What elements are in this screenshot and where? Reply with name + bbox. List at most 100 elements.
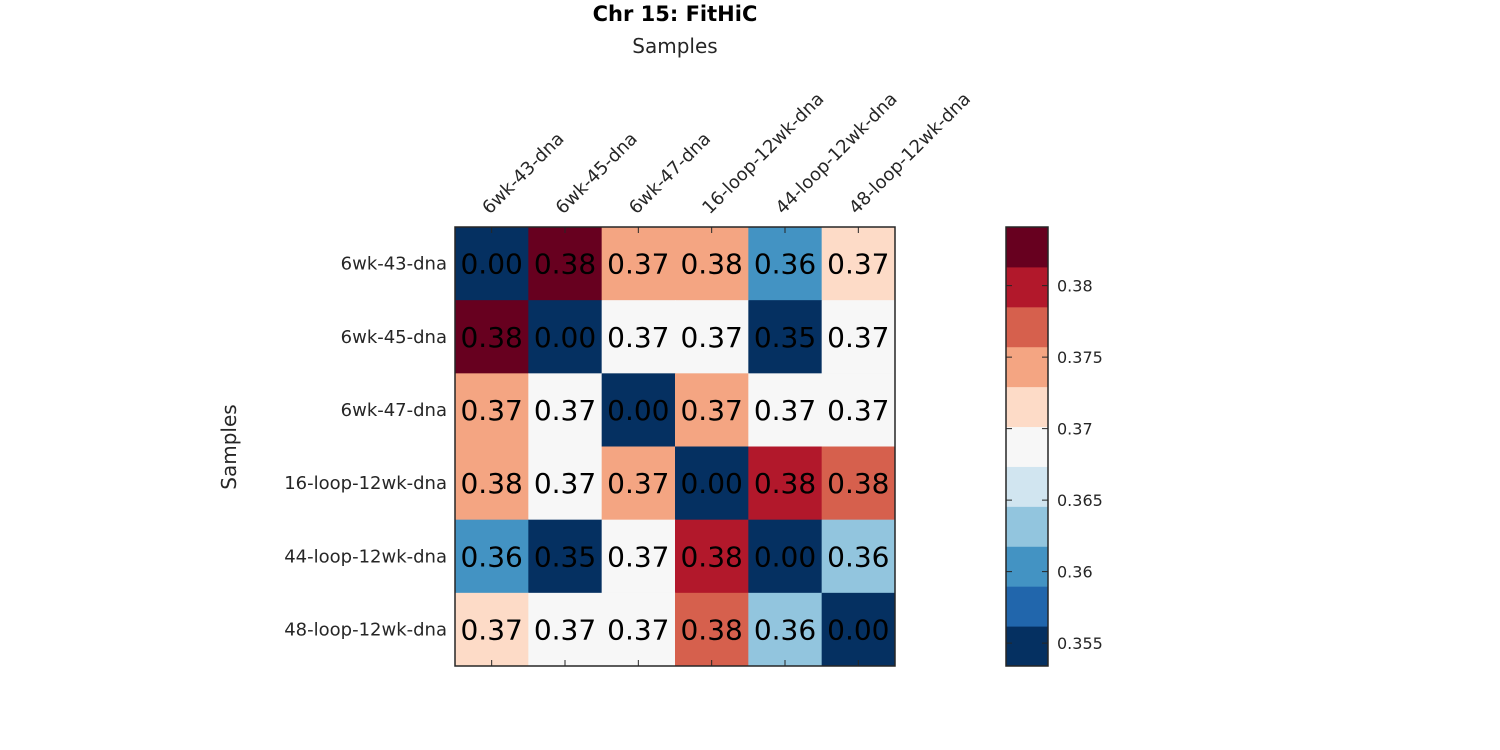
colorbar-segment xyxy=(1006,386,1048,428)
y-tick-label: 6wk-45-dna xyxy=(341,327,447,348)
plot-frame xyxy=(454,226,896,667)
cell-value-label: 0.37 xyxy=(534,613,596,646)
colorbar-segment xyxy=(1006,426,1048,467)
colorbar-segment xyxy=(1006,546,1048,587)
cell-value-label: 0.37 xyxy=(827,248,889,281)
heatmap-cell xyxy=(528,592,603,667)
heatmap-cell-labels: 0.00 0.38 0.37 0.38 0.36 0.37 0.38 0.00 0.37 0.37… xyxy=(460,248,889,647)
x-tick-label: 44-loop-12wk-dna xyxy=(772,89,902,219)
cell-value-label: 0.37 xyxy=(607,248,669,281)
heatmap-cell xyxy=(748,373,823,447)
cell-value-label: 0.00 xyxy=(460,248,522,281)
heatmap-cell xyxy=(601,592,676,667)
colorbar-segment xyxy=(1006,466,1048,507)
heatmap-cell xyxy=(748,446,823,521)
cell-value-label: 0.38 xyxy=(460,321,522,354)
heatmap-cell xyxy=(821,373,896,447)
cell-value-label: 0.38 xyxy=(534,248,596,281)
cell-value-label: 0.38 xyxy=(827,467,889,500)
cell-value-label: 0.00 xyxy=(534,321,596,354)
heatmap-cell xyxy=(528,446,603,521)
cell-value-label: 0.38 xyxy=(680,540,742,573)
cell-value-label: 0.35 xyxy=(534,540,596,573)
colorbar: 0.355 0.36 0.365 0.37 0.375 0.38 xyxy=(1005,226,1103,667)
heatmap-cell xyxy=(821,519,896,594)
heatmap-cell xyxy=(601,373,676,447)
heatmap-cell xyxy=(601,300,676,374)
heatmap-cell xyxy=(528,519,603,594)
colorbar-tick-label: 0.355 xyxy=(1057,634,1103,653)
heatmap-cell xyxy=(675,300,749,374)
colorbar-segment xyxy=(1006,506,1048,547)
heatmap-cell xyxy=(455,300,529,374)
cell-value-label: 0.37 xyxy=(607,467,669,500)
heatmap-cell xyxy=(455,373,529,447)
cell-value-label: 0.37 xyxy=(680,394,742,427)
heatmap-cell xyxy=(748,519,823,594)
heatmap-cell xyxy=(748,300,823,374)
x-tick-labels: 6wk-43-dna6wk-45-dna6wk-47-dna16-loop-12… xyxy=(478,89,975,219)
cell-value-label: 0.37 xyxy=(607,540,669,573)
colorbar-tick-label: 0.36 xyxy=(1057,563,1093,582)
colorbar-tick-label: 0.375 xyxy=(1057,348,1103,367)
heatmap-cell xyxy=(455,446,529,521)
x-tick-label: 48-loop-12wk-dna xyxy=(845,89,975,219)
cell-value-label: 0.37 xyxy=(754,394,816,427)
cell-value-label: 0.37 xyxy=(607,321,669,354)
cell-value-label: 0.37 xyxy=(460,613,522,646)
cell-value-label: 0.37 xyxy=(534,467,596,500)
cell-value-label: 0.37 xyxy=(827,394,889,427)
heatmap-cell xyxy=(675,446,749,521)
cell-value-label: 0.37 xyxy=(680,321,742,354)
heatmap-cell xyxy=(675,227,749,301)
heatmap-cell xyxy=(821,446,896,521)
heatmap-cell xyxy=(528,300,603,374)
cell-value-label: 0.38 xyxy=(754,467,816,500)
y-tick-label: 44-loop-12wk-dna xyxy=(284,546,447,567)
colorbar-tick-label: 0.37 xyxy=(1057,420,1093,439)
heatmap-cell xyxy=(601,519,676,594)
cell-value-label: 0.00 xyxy=(827,613,889,646)
heatmap-cell xyxy=(821,592,896,667)
y-axis-label: Samples xyxy=(217,404,241,489)
colorbar-tick-label: 0.38 xyxy=(1057,277,1093,296)
heatmap-cell xyxy=(528,373,603,447)
y-tick-label: 16-loop-12wk-dna xyxy=(284,473,447,494)
colorbar-tick-label: 0.365 xyxy=(1057,491,1103,510)
colorbar-segment xyxy=(1006,227,1048,268)
colorbar-segment xyxy=(1006,626,1048,667)
cell-value-label: 0.37 xyxy=(460,394,522,427)
heatmap-cell xyxy=(455,227,529,301)
cell-value-label: 0.36 xyxy=(460,540,522,573)
cell-value-label: 0.37 xyxy=(827,321,889,354)
heatmap-cell xyxy=(455,592,529,667)
heatmap-cell xyxy=(821,300,896,374)
cell-value-label: 0.38 xyxy=(460,467,522,500)
heatmap-cell xyxy=(821,227,896,301)
heatmap-cell xyxy=(675,519,749,594)
heatmap-cell xyxy=(748,592,823,667)
y-tick-label: 48-loop-12wk-dna xyxy=(284,619,447,640)
x-tick-label: 16-loop-12wk-dna xyxy=(698,89,828,219)
cell-value-label: 0.35 xyxy=(754,321,816,354)
cell-value-label: 0.00 xyxy=(680,467,742,500)
colorbar-segment xyxy=(1006,586,1048,627)
y-tick-label: 6wk-47-dna xyxy=(341,400,447,421)
cell-value-label: 0.00 xyxy=(607,394,669,427)
heatmap-cells xyxy=(455,227,896,667)
cell-value-label: 0.38 xyxy=(680,613,742,646)
heatmap-cell xyxy=(748,227,823,301)
heatmap-cell xyxy=(601,227,676,301)
heatmap-cell xyxy=(675,373,749,447)
cell-value-label: 0.36 xyxy=(754,613,816,646)
heatmap-cell xyxy=(675,592,749,667)
cell-value-label: 0.37 xyxy=(607,613,669,646)
x-axis-label: Samples xyxy=(632,34,717,58)
heatmap-cell xyxy=(528,227,603,301)
cell-value-label: 0.36 xyxy=(827,540,889,573)
cell-value-label: 0.37 xyxy=(534,394,596,427)
cell-value-label: 0.00 xyxy=(754,540,816,573)
cell-value-label: 0.38 xyxy=(680,248,742,281)
y-tick-label: 6wk-43-dna xyxy=(341,254,447,275)
